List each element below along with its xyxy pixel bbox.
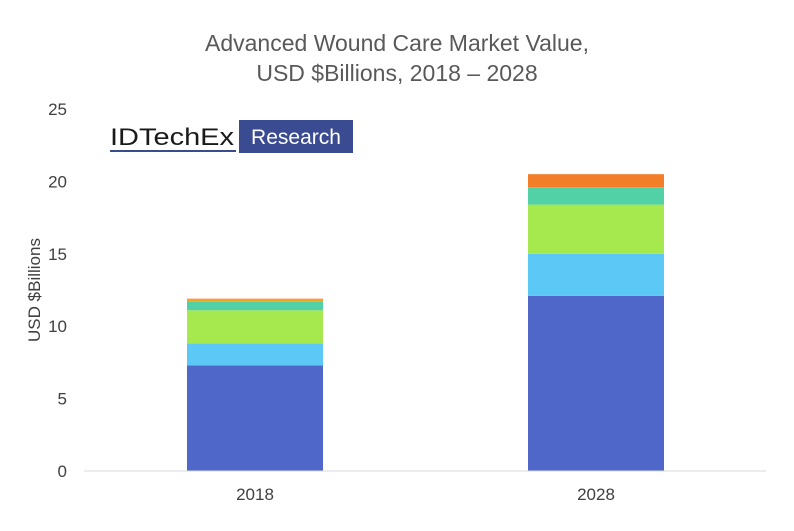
bar-segment-2018-series-3 xyxy=(187,310,323,344)
y-tick-label: 20 xyxy=(48,172,67,191)
bar-segment-2028-series-3 xyxy=(528,204,664,254)
idtechex-logo: IDTechEx Research xyxy=(110,120,353,153)
bar-segment-2028-series-4 xyxy=(528,187,664,205)
bar-segment-2018-series-5 xyxy=(187,299,323,302)
chart-title-line-1: Advanced Wound Care Market Value, xyxy=(205,30,589,56)
x-tick-label-2018: 2018 xyxy=(236,485,274,504)
logo-underline xyxy=(110,150,236,152)
bar-segment-2028-series-1 xyxy=(528,295,664,471)
y-tick-label: 15 xyxy=(48,245,67,264)
y-tick-label: 25 xyxy=(48,100,67,119)
y-tick-label: 5 xyxy=(58,390,67,409)
logo-wordmark: IDTechEx xyxy=(110,124,234,151)
y-tick-label: 10 xyxy=(48,317,67,336)
y-axis-ticks: 0 5 10 15 20 25 xyxy=(48,100,67,481)
y-axis-label: USD $Billions xyxy=(25,238,44,342)
x-tick-label-2028: 2028 xyxy=(577,485,615,504)
logo-research-text: Research xyxy=(251,126,341,149)
bar-segment-2018-series-6 xyxy=(187,298,323,300)
bar-segment-2018-series-2 xyxy=(187,343,323,366)
bar-segment-2018-series-1 xyxy=(187,365,323,471)
bar-segment-2028-series-6 xyxy=(528,174,664,188)
bar-segment-2018-series-4 xyxy=(187,301,323,311)
bar-stacks xyxy=(187,174,664,471)
y-tick-label: 0 xyxy=(58,462,67,481)
logo-research-box xyxy=(239,120,353,153)
x-axis-ticks: 2018 2028 xyxy=(236,485,615,504)
bar-segment-2028-series-2 xyxy=(528,253,664,296)
chart-title-line-2: USD $Billions, 2018 – 2028 xyxy=(256,60,537,86)
